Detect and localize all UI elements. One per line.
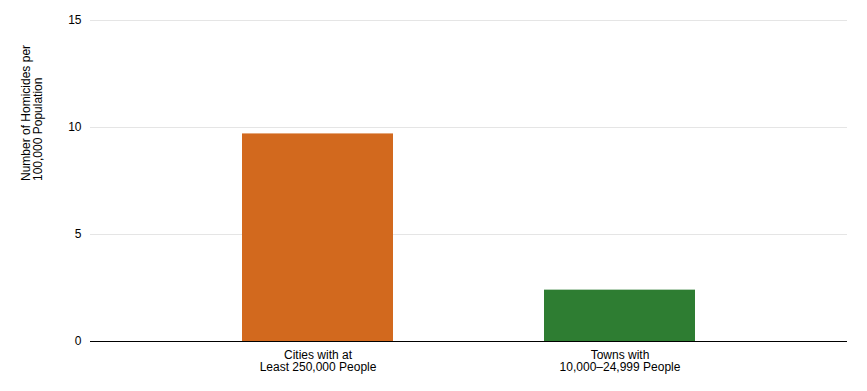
svg-text:5: 5 [75,227,82,241]
svg-text:0: 0 [75,334,82,348]
svg-text:15: 15 [68,13,82,27]
svg-text:Number of Homicides per100,000: Number of Homicides per100,000 Populatio… [19,45,45,181]
svg-text:Towns with10,000–24,999 People: Towns with10,000–24,999 People [560,348,681,374]
svg-text:10: 10 [68,120,82,134]
svg-text:Cities with atLeast 250,000 Pe: Cities with atLeast 250,000 People [260,348,377,374]
